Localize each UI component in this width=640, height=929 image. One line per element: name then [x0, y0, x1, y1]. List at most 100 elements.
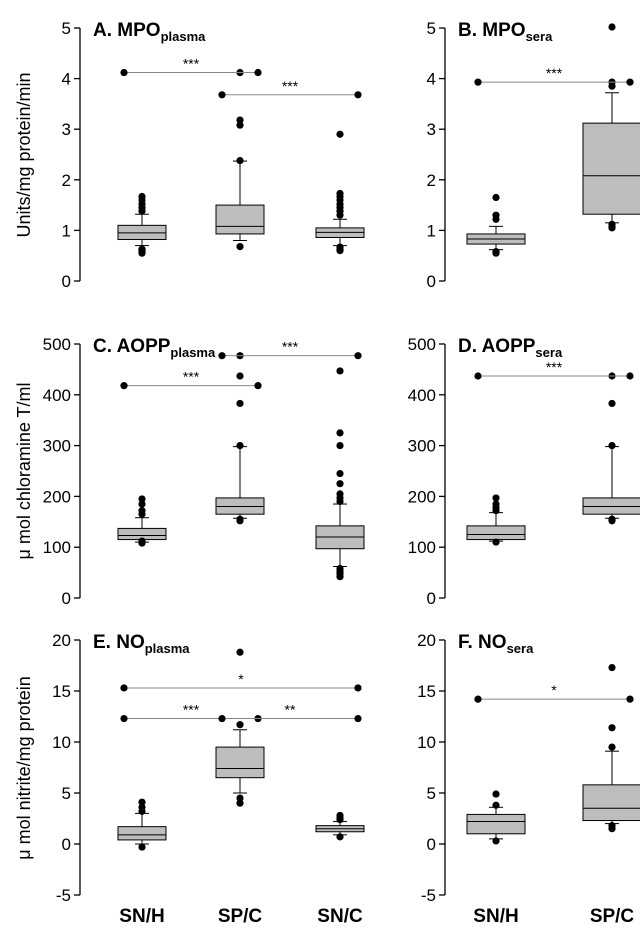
y-tick-label: 20	[417, 631, 436, 650]
outlier-point	[492, 211, 500, 219]
box-SP/C	[582, 663, 640, 833]
y-tick-label: 300	[408, 437, 436, 456]
box-iqr	[215, 746, 265, 779]
y-tick-label: 400	[43, 386, 71, 405]
y-tick-label: 15	[417, 682, 436, 701]
box-SP/C	[215, 352, 265, 525]
y-tick-label: 0	[62, 589, 71, 608]
outlier-point	[608, 220, 616, 228]
panel-E: -5 0 5 10 15 20 E. NOplasma μ mol nitrite/mg pr…	[14, 631, 365, 905]
y-axis-label: μ mol chloramine T/ml	[14, 382, 34, 559]
outlier-point	[608, 822, 616, 830]
significance-endpoint	[254, 382, 262, 390]
significance-label: *	[238, 671, 244, 687]
outlier-point	[608, 724, 616, 732]
outlier-point	[138, 803, 146, 811]
panel-title: E. NOplasma	[93, 632, 190, 656]
outlier-point	[492, 790, 500, 798]
y-tick-label: 5	[427, 784, 436, 803]
significance-endpoint	[120, 382, 128, 390]
outlier-point	[492, 193, 500, 202]
box-iqr	[582, 784, 640, 822]
outlier-point	[336, 189, 344, 198]
x-category-label: SN/H	[119, 906, 164, 927]
y-tick-label: 20	[52, 631, 71, 650]
y-tick-label: 1	[427, 221, 436, 240]
y-tick-label: 3	[62, 120, 71, 139]
y-tick-label: -5	[56, 886, 71, 905]
outlier-point	[138, 192, 146, 201]
outlier-point	[336, 811, 344, 820]
significance-label: ***	[183, 56, 200, 72]
outlier-point	[236, 242, 244, 251]
significance-endpoint	[474, 695, 482, 703]
significance-endpoint	[120, 684, 128, 692]
x-category-label: SP/C	[218, 906, 263, 927]
significance-bracket: **	[218, 702, 362, 723]
box-SN/H	[466, 193, 526, 257]
outlier-point	[492, 248, 500, 256]
box-iqr	[466, 525, 526, 541]
significance-endpoint	[626, 372, 634, 380]
y-tick-label: 10	[417, 733, 436, 752]
panel-title: D. AOPPsera	[458, 336, 563, 360]
y-tick-label: 2	[62, 171, 71, 190]
outlier-point	[138, 500, 146, 508]
significance-label: *	[551, 682, 557, 698]
significance-label: ***	[546, 359, 563, 375]
panel-title-main: F. NO	[458, 632, 507, 653]
box-SP/C	[582, 372, 640, 525]
y-tick-label: 400	[408, 386, 436, 405]
significance-endpoint	[354, 352, 362, 360]
panel-title: B. MPOsera	[458, 20, 553, 44]
outlier-point	[608, 442, 616, 450]
outlier-point	[236, 399, 244, 408]
y-tick-label: 1	[62, 221, 71, 240]
box-iqr	[215, 497, 265, 515]
panel-title-main: B. MPO	[458, 20, 526, 41]
box-SN/C	[315, 367, 365, 581]
x-category-label: SN/H	[473, 906, 518, 927]
panel-title-subscript: sera	[507, 641, 535, 656]
significance-endpoint	[120, 68, 128, 77]
significance-bracket: ***	[120, 702, 262, 723]
outlier-point	[492, 538, 500, 546]
panel-title: A. MPOplasma	[93, 20, 206, 44]
box-SP/C	[582, 23, 640, 232]
y-tick-label: 4	[427, 70, 436, 89]
y-tick-label: 5	[62, 784, 71, 803]
outlier-point	[608, 23, 616, 31]
y-tick-label: -5	[421, 886, 436, 905]
significance-bracket: ***	[218, 78, 362, 99]
outlier-point	[336, 469, 344, 478]
y-tick-label: 15	[52, 682, 71, 701]
outlier-point	[492, 500, 500, 508]
outlier-point	[138, 537, 146, 545]
significance-label: ***	[183, 369, 200, 385]
y-tick-label: 10	[52, 733, 71, 752]
significance-bracket: ***	[120, 56, 262, 77]
significance-label: **	[285, 702, 296, 718]
panel-C: 0 100 200 300 400 500 C. AOPPplasma μ mol chlor…	[14, 335, 365, 608]
significance-bracket: ***	[120, 369, 262, 390]
outlier-point	[336, 243, 344, 251]
panel-D: 0 100 200 300 400 500 D. AOPPsera***	[408, 335, 640, 608]
panel-A: 0 1 2 3 4 5 A. MPOplasma Units/mg protein/min **…	[14, 19, 365, 291]
y-tick-label: 500	[408, 335, 436, 354]
y-tick-label: 0	[427, 835, 436, 854]
y-axis-label: Units/mg protein/min	[14, 72, 34, 237]
y-tick-label: 100	[43, 538, 71, 557]
panel-title-subscript: plasma	[161, 29, 207, 44]
outlier-point	[608, 743, 616, 751]
y-tick-label: 4	[62, 70, 71, 89]
y-tick-label: 3	[427, 120, 436, 139]
significance-endpoint	[354, 91, 362, 99]
box-SN/H	[117, 798, 167, 851]
significance-bracket: ***	[474, 65, 634, 86]
significance-bracket: ***	[474, 359, 634, 380]
box-SN/H	[117, 192, 167, 257]
outlier-point	[336, 833, 344, 841]
outlier-point	[138, 843, 146, 851]
y-tick-label: 5	[62, 19, 71, 38]
outlier-point	[236, 721, 244, 729]
